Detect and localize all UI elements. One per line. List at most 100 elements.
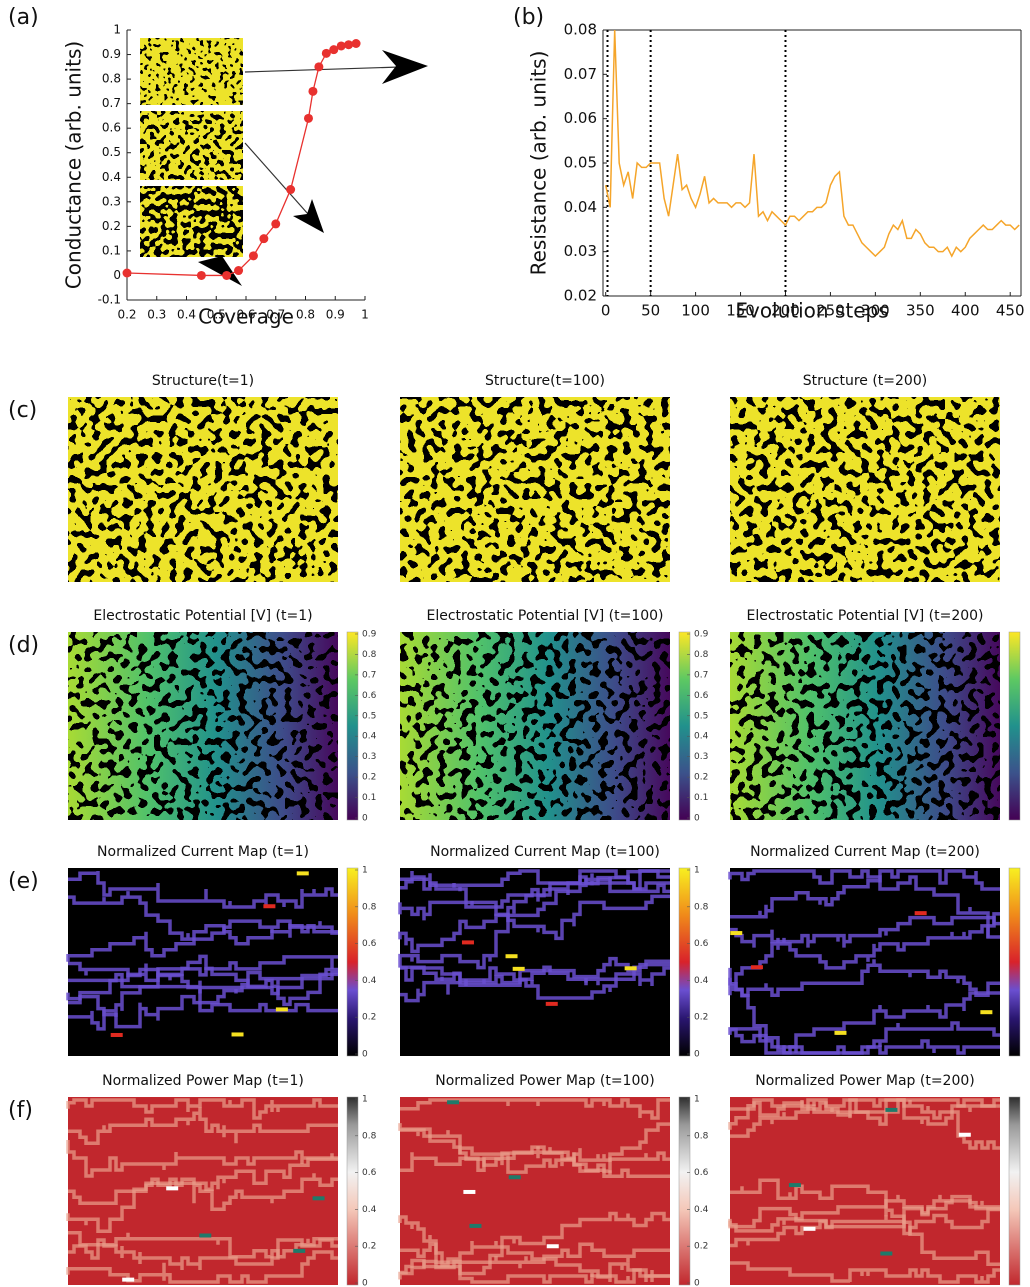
heatmap-texture — [400, 397, 670, 582]
y-tick-label: 0.02 — [564, 287, 597, 305]
y-tick-label: 0.9 — [102, 47, 121, 61]
colorbar-tick-label: 0.6 — [362, 691, 377, 701]
heatmap-texture — [68, 632, 338, 820]
colorbar-tick-label: 0.8 — [694, 902, 709, 912]
panel-label: (e) — [8, 869, 39, 894]
heatmap-trace — [398, 1215, 670, 1284]
x-tick-label: 200 — [771, 302, 800, 320]
colorbar — [678, 867, 691, 1057]
x-tick-label: 100 — [681, 302, 710, 320]
colorbar — [346, 1096, 359, 1286]
heatmap-title: Normalized Power Map (t=1) — [102, 1073, 304, 1089]
colorbar-tick-label: 0.8 — [362, 902, 377, 912]
y-tick-label: 0.8 — [102, 72, 121, 86]
colorbar-tick-label: 0.1 — [694, 793, 708, 803]
heatmap-hotspot — [508, 1175, 521, 1180]
y-axis-label: Conductance (arb. units) — [62, 41, 86, 289]
data-point — [329, 45, 339, 55]
x-tick-label: 450 — [996, 302, 1025, 320]
data-point — [234, 266, 244, 276]
y-tick-label: 0.06 — [564, 109, 597, 127]
heatmap-hotspot — [461, 940, 474, 945]
data-point — [308, 86, 318, 96]
colorbar-tick-label: 0.8 — [362, 650, 377, 660]
heatmap-image — [400, 1097, 670, 1285]
heatmap — [68, 632, 338, 820]
inset-texture — [140, 111, 243, 180]
inset-images — [140, 38, 243, 257]
panel-label: (d) — [8, 633, 39, 658]
y-tick-label: 0.05 — [564, 154, 597, 172]
heatmap-hotspot — [122, 1277, 135, 1282]
colorbar-tick-label: 0.5 — [362, 711, 376, 721]
heatmap-trace — [66, 1250, 338, 1284]
heatmap-trace — [398, 869, 670, 970]
y-tick-label: 0.03 — [564, 242, 597, 260]
y-tick-label: 0.7 — [102, 96, 121, 110]
heatmap-image — [400, 868, 670, 1056]
colorbar — [1008, 631, 1021, 821]
heatmap-hotspot — [166, 1186, 179, 1191]
colorbar-tick-label: 0.9 — [694, 630, 709, 640]
heatmap-hotspot — [469, 1223, 482, 1228]
heatmap-hotspot — [231, 1032, 244, 1037]
heatmap-trace — [66, 1140, 338, 1178]
y-tick-label: 1 — [113, 23, 121, 37]
heatmap-title: Normalized Power Map (t=100) — [435, 1073, 654, 1089]
heatmap-texture — [68, 397, 338, 582]
x-tick-label: 300 — [861, 302, 890, 320]
colorbar-tick-label: 1 — [362, 866, 368, 876]
heatmap-hotspot — [263, 904, 276, 909]
heatmap-trace — [68, 955, 338, 1031]
data-point — [286, 185, 296, 195]
heatmap-hotspot — [463, 1189, 476, 1194]
heatmap-hotspot — [958, 1132, 971, 1137]
y-tick-label: 0.3 — [102, 194, 121, 208]
heatmap-title: Normalized Power Map (t=200) — [755, 1073, 974, 1089]
colorbar-tick-label: 0.8 — [694, 1131, 709, 1141]
colorbar-tick-label: 0 — [694, 1050, 700, 1060]
heatmap-hotspot — [750, 965, 763, 970]
colorbar-tick-label: 0.9 — [362, 630, 377, 640]
colorbar-tick-label: 0 — [362, 814, 368, 824]
heatmap — [400, 397, 670, 582]
x-tick-label: 0.9 — [326, 308, 345, 322]
inset-arrows — [198, 50, 428, 286]
arrow-head — [382, 50, 428, 84]
colorbar-tick-label: 0.3 — [694, 752, 708, 762]
heatmap-trace — [728, 1194, 1000, 1233]
heatmap-texture — [730, 632, 1000, 820]
heatmap-trace — [68, 871, 338, 909]
heatmap — [66, 868, 338, 1056]
heatmap-trace — [730, 1098, 1000, 1117]
heatmap-hotspot — [447, 1100, 460, 1105]
colorbar-tick-label: 0.6 — [362, 1168, 377, 1178]
colorbar-tick-label: 0 — [694, 814, 700, 824]
heatmap-hotspot — [275, 1007, 288, 1012]
colorbar-tick-label: 0.1 — [362, 793, 376, 803]
colorbar-tick-label: 1 — [362, 1095, 368, 1105]
heatmap-hotspot — [512, 966, 525, 971]
x-tick-label: 0.3 — [147, 308, 166, 322]
heatmap — [730, 632, 1000, 820]
colorbar-tick-label: 0.4 — [694, 1205, 709, 1215]
heatmap-title: Structure(t=1) — [152, 373, 254, 389]
y-tick-label: 0.1 — [102, 243, 121, 257]
heatmap-trace — [400, 1146, 670, 1179]
colorbar-tick-label: 0.8 — [362, 1131, 377, 1141]
colorbar-tick-label: 0.7 — [694, 670, 708, 680]
heatmap-hotspot — [980, 1010, 993, 1015]
heatmap-trace — [728, 912, 1000, 988]
y-tick-label: 0.08 — [564, 21, 597, 39]
heatmap-trace — [730, 1098, 1000, 1138]
heatmap-hotspot — [545, 1001, 558, 1006]
x-tick-label: 0.4 — [177, 308, 196, 322]
heatmap-trace — [730, 869, 1000, 919]
heatmap-trace — [68, 1231, 338, 1259]
x-tick-label: 50 — [641, 302, 660, 320]
data-point — [259, 234, 269, 244]
heatmap-trace — [728, 1021, 1000, 1055]
colorbar-tick-label: 0.2 — [694, 1242, 708, 1252]
heatmap — [728, 1097, 1000, 1285]
